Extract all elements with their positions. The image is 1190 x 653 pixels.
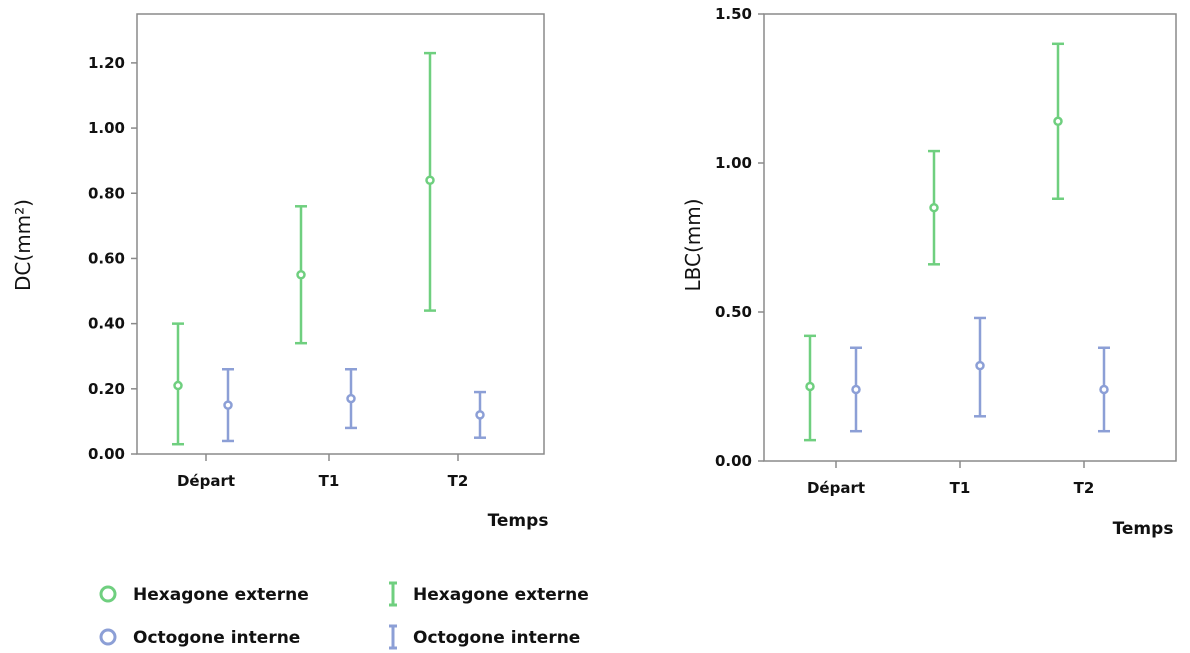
mean-point-hexagone [929, 202, 939, 213]
mean-point-octogone [1099, 384, 1109, 395]
ticks: 0.00 0.50 1.00 1.50 Départ T1 T2 [715, 5, 1094, 497]
marks [804, 42, 1110, 442]
x-axis-title: Temps [488, 511, 549, 531]
y-tick-label: 1.00 [715, 154, 752, 172]
x-tick-label: Départ [807, 479, 865, 497]
x-tick-label: T2 [1074, 479, 1095, 497]
chart-dc: DC(mm²) Temps 0.00 0.20 0.40 0.60 0.80 1.00 1.… [11, 13, 549, 531]
y-tick-label: 0.20 [88, 380, 125, 398]
ticks: 0.00 0.20 0.40 0.60 0.80 1.00 1.20 Départ T1 T2 [88, 54, 468, 490]
legend-item-hexagone-errorbar: Hexagone externe [389, 581, 589, 607]
legend-item-hexagone-marker: Hexagone externe [99, 585, 309, 605]
y-tick-label: 0.00 [88, 445, 125, 463]
mean-point-hexagone [173, 380, 183, 391]
legend-label: Hexagone externe [133, 585, 309, 605]
y-axis-title: LBC(mm) [681, 198, 705, 291]
mean-point-octogone [975, 360, 985, 371]
y-tick-label: 0.60 [88, 249, 125, 267]
x-tick-label: T1 [950, 479, 971, 497]
x-axis-title: Temps [1113, 519, 1174, 539]
y-tick-label: 1.50 [715, 5, 752, 23]
chart-lbc: LBC(mm) Temps 0.00 0.50 1.00 1.50 Départ T1 T2 [681, 5, 1177, 539]
legend-label: Octogone interne [413, 628, 580, 648]
error-bar-icon [389, 624, 397, 650]
y-tick-label: 1.20 [88, 54, 125, 72]
x-tick-label: Départ [177, 472, 235, 490]
y-tick-label: 1.00 [88, 119, 125, 137]
mean-point-hexagone [805, 381, 815, 392]
legend-item-octogone-errorbar: Octogone interne [389, 624, 580, 650]
legend-label: Octogone interne [133, 628, 300, 648]
y-tick-label: 0.50 [715, 303, 752, 321]
legend-label: Hexagone externe [413, 585, 589, 605]
legend-item-octogone-marker: Octogone interne [99, 628, 300, 648]
mean-point-hexagone [1053, 116, 1063, 127]
y-tick-label: 0.00 [715, 452, 752, 470]
mean-point-octogone [223, 400, 233, 410]
mean-point-hexagone [296, 269, 306, 280]
x-tick-label: T1 [319, 472, 340, 490]
mean-point-octogone [475, 410, 485, 420]
plot-frame [763, 13, 1177, 462]
mean-point-hexagone [425, 175, 435, 185]
mean-point-octogone [851, 384, 861, 395]
y-tick-label: 0.40 [88, 315, 125, 333]
legend: Hexagone externe Octogone interne Hexago… [99, 581, 589, 650]
circle-marker-icon [99, 585, 117, 603]
y-axis-title: DC(mm²) [11, 199, 35, 291]
mean-point-octogone [346, 393, 356, 404]
marks [172, 51, 486, 446]
error-bar-icon [389, 581, 397, 607]
circle-marker-icon [99, 628, 117, 646]
x-tick-label: T2 [448, 472, 469, 490]
y-tick-label: 0.80 [88, 184, 125, 202]
plot-frame [136, 13, 545, 455]
